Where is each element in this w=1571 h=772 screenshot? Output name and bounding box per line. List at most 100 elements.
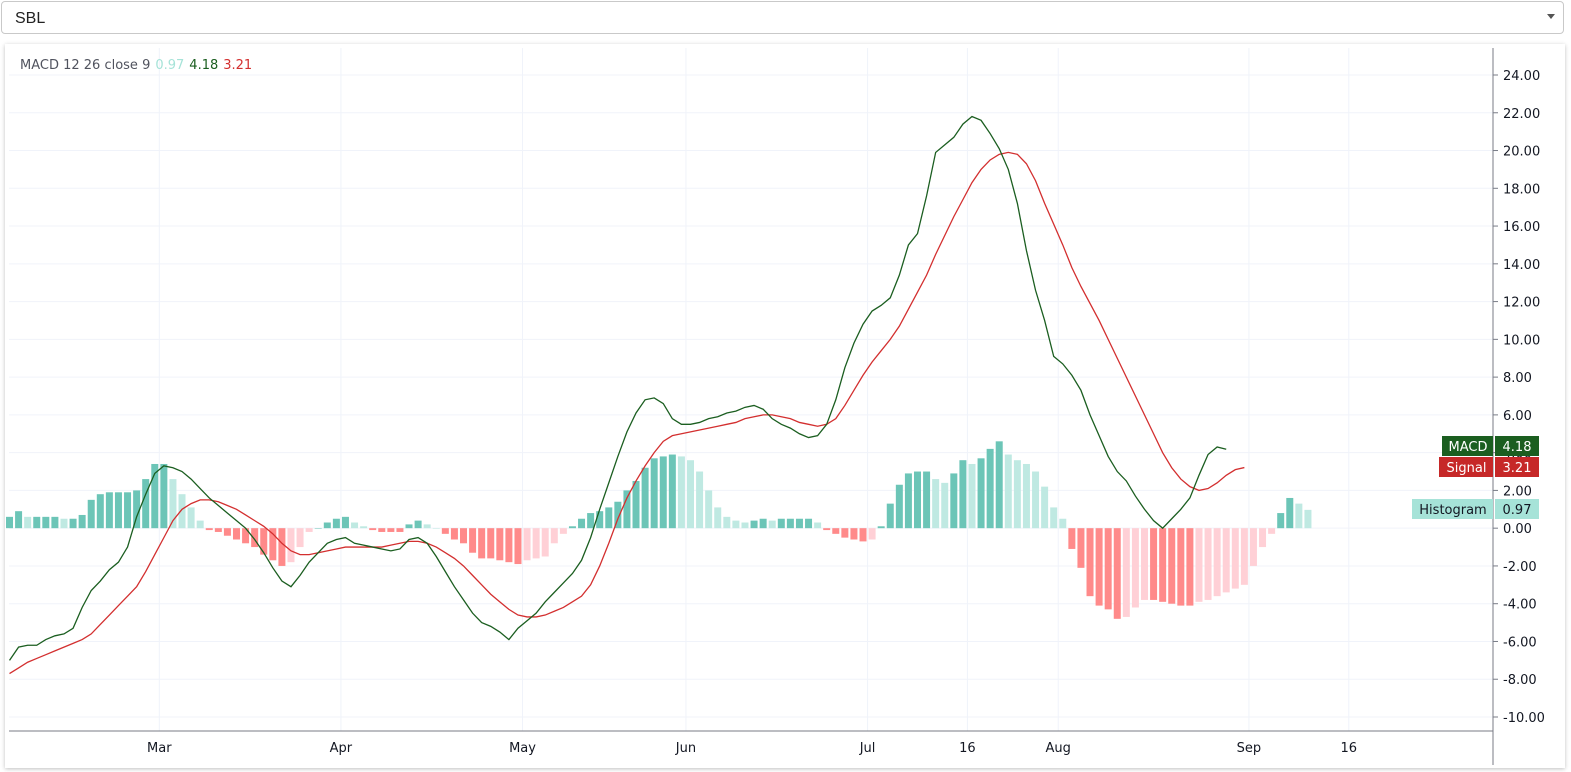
x-axis: Mar Apr May Jun Jul 16 Aug Sep 16: [147, 741, 1357, 756]
histogram-bar: [260, 528, 268, 555]
histogram-bar: [950, 473, 958, 529]
histogram-bar: [1077, 528, 1085, 568]
histogram-bar: [1104, 528, 1112, 610]
value-label-value-bg: [1495, 457, 1539, 477]
histogram-bar: [1286, 497, 1294, 529]
histogram-bar: [323, 522, 331, 529]
histogram-bar: [78, 514, 86, 529]
histogram-bar: [523, 528, 531, 561]
histogram-bar: [1004, 454, 1012, 529]
y-tick-label: -10.00: [1503, 711, 1545, 726]
histogram-bar: [605, 507, 613, 529]
histogram-bar: [614, 501, 622, 529]
x-tick-label: Sep: [1237, 741, 1262, 756]
histogram-bar: [87, 499, 95, 529]
histogram-bar: [641, 467, 649, 529]
histogram-bar: [1141, 528, 1148, 600]
histogram-bar: [1195, 528, 1203, 602]
histogram-bar: [460, 528, 467, 544]
histogram-bar: [1050, 507, 1058, 529]
value-label-signal: Signal 3.21: [1439, 457, 1539, 477]
x-tick-label: Jun: [675, 741, 696, 756]
x-tick-label: May: [509, 741, 536, 756]
histogram-bar: [1068, 528, 1076, 549]
histogram-bar: [69, 518, 77, 529]
histogram-bar: [1204, 528, 1212, 600]
histogram-bar: [51, 516, 59, 529]
histogram-bar: [223, 528, 231, 536]
histogram-bar: [133, 490, 141, 529]
histogram-bar: [1131, 528, 1139, 608]
y-tick-label: 22.00: [1503, 107, 1540, 122]
histogram-bar: [1268, 528, 1276, 534]
histogram-bar: [124, 492, 132, 529]
y-tick-label: 2.00: [1503, 484, 1532, 499]
histogram-bar: [60, 518, 68, 529]
histogram-bar: [986, 448, 994, 529]
x-tick-label: Jul: [859, 741, 876, 756]
histogram-bar: [1113, 528, 1121, 619]
histogram-bar: [1222, 528, 1230, 593]
y-tick-label: -4.00: [1503, 598, 1537, 613]
histogram-bar: [741, 522, 749, 529]
histogram-bar: [668, 454, 676, 529]
chart-container[interactable]: [5, 44, 1565, 768]
histogram-bar: [296, 528, 304, 548]
histogram-bar: [1259, 528, 1267, 548]
histogram-bar: [959, 460, 967, 529]
histogram-bar: [1231, 528, 1239, 589]
histogram-bar: [841, 528, 849, 538]
histogram-bar: [1032, 471, 1040, 529]
histogram-bar: [777, 518, 785, 529]
histogram-bar: [441, 528, 449, 534]
symbol-select[interactable]: SBL: [1, 1, 1564, 34]
y-tick-label: -6.00: [1503, 635, 1537, 650]
histogram-bar: [904, 473, 912, 529]
histogram-bar: [423, 524, 431, 529]
histogram-bar: [932, 479, 940, 529]
value-label-name-bg: [1439, 457, 1493, 477]
histogram-bar: [596, 511, 604, 529]
chart-grid: [9, 48, 1494, 765]
x-tick-label: 16: [959, 741, 976, 756]
histogram-bar: [305, 528, 313, 532]
histogram-bar: [632, 480, 640, 529]
histogram-bar: [450, 528, 458, 540]
histogram-bar: [650, 458, 658, 529]
histogram-bar: [396, 528, 404, 532]
lines-layer: [8, 115, 1245, 675]
value-label-name-bg: [1442, 436, 1493, 456]
histogram-bar: [1095, 528, 1103, 606]
histogram-bar: [432, 528, 440, 529]
histogram-bar: [1186, 528, 1194, 606]
histogram-bar: [24, 516, 32, 529]
legend-histogram-value: 0.97: [155, 58, 185, 73]
value-label-value: 4.18: [1503, 440, 1532, 455]
histogram-bar: [214, 528, 222, 532]
histogram-bar: [1013, 460, 1021, 529]
histogram-bar: [242, 528, 250, 544]
histogram-bar: [351, 522, 359, 529]
histogram-bar: [941, 482, 949, 529]
histogram-bar: [868, 528, 876, 540]
histogram-bar: [33, 516, 41, 529]
histogram-bar: [877, 526, 885, 529]
histogram-bar: [287, 528, 295, 563]
histogram-bar: [859, 528, 867, 542]
y-tick-label: 16.00: [1503, 220, 1540, 235]
histogram-bar: [1086, 528, 1094, 597]
chevron-down-icon[interactable]: [1547, 14, 1555, 19]
histogram-bar: [587, 513, 595, 529]
histogram-bar: [832, 528, 840, 534]
histogram-bar: [1168, 528, 1176, 604]
x-tick-label: Apr: [330, 741, 353, 756]
value-label-value: 3.21: [1503, 461, 1532, 476]
histogram-bar: [269, 528, 277, 561]
histogram-bar: [1277, 513, 1285, 529]
histogram-bar: [732, 520, 740, 529]
histogram-bar: [151, 463, 159, 529]
histogram-bar: [659, 456, 667, 529]
histogram-bar: [814, 522, 822, 529]
histogram-bar: [1177, 528, 1185, 606]
